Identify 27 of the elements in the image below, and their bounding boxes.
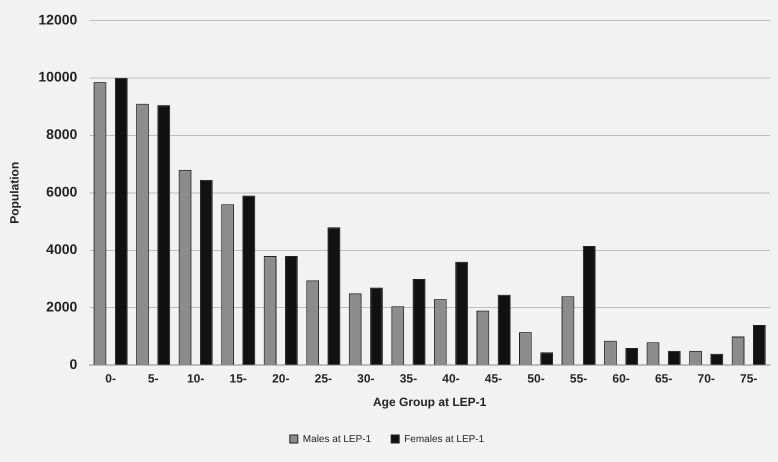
y-tick-label: 8000 [46,126,78,142]
y-tick-label: 4000 [46,241,78,258]
x-tick-label: 10- [187,372,204,386]
legend-label: Males at LEP-1 [302,434,372,445]
x-tick-label: 0- [105,372,116,386]
x-tick-label: 20- [272,372,290,386]
x-tick-label: 45- [484,372,502,386]
x-tick-label: 30- [357,372,375,386]
x-tick-label: 75- [740,372,758,386]
x-tick-label: 25- [314,372,332,386]
x-tick-label: 65- [654,372,672,386]
x-axis-title: Age Group at LEP-1 [372,395,487,410]
legend-label: Females at LEP-1 [404,434,485,445]
x-tick-label: 55- [570,372,588,386]
x-tick-label: 70- [698,372,715,386]
x-tick-label: 35- [400,372,418,386]
y-tick-label: 6000 [46,184,78,200]
y-tick-label: 0 [70,356,78,372]
x-tick-label: 40- [442,372,460,386]
y-tick-label: 12000 [38,11,78,28]
x-tick-label: 60- [612,372,630,386]
y-tick-label: 10000 [38,68,78,85]
x-tick-label: 5- [148,372,158,386]
y-tick-label: 2000 [46,298,78,315]
y-axis-title: Population [8,162,22,224]
x-tick-label: 15- [230,372,247,386]
x-tick-label: 50- [527,372,545,386]
